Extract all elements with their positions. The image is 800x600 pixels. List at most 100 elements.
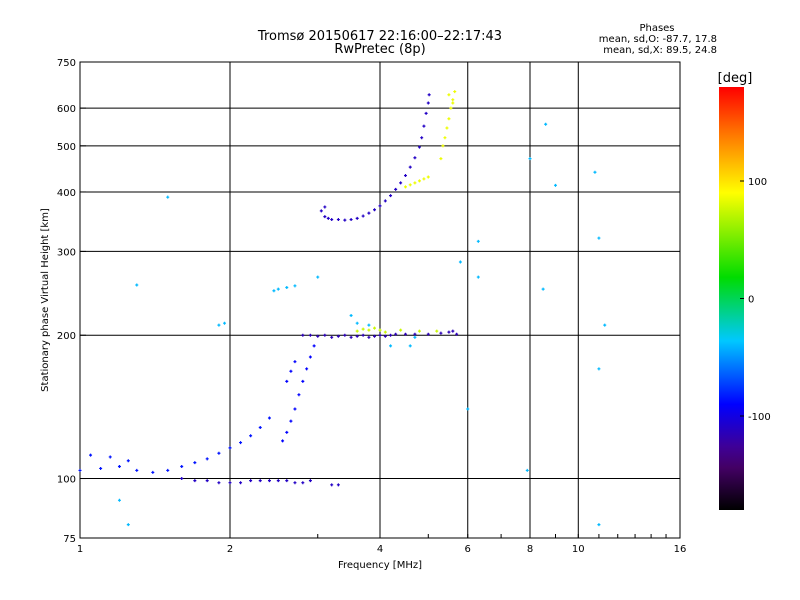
- data-point: [205, 457, 209, 461]
- series-e-layer-cusp: [281, 344, 316, 443]
- data-point: [308, 333, 312, 337]
- y-tick-label: 100: [57, 475, 76, 486]
- x-tick-label: 2: [227, 544, 233, 555]
- data-point: [424, 111, 428, 115]
- data-point: [89, 453, 93, 457]
- data-point: [413, 335, 417, 339]
- data-point: [451, 329, 455, 333]
- data-point: [239, 481, 243, 485]
- data-point: [447, 117, 451, 121]
- data-point: [439, 331, 443, 335]
- data-point: [541, 287, 545, 291]
- data-point: [289, 369, 293, 373]
- data-point: [126, 459, 130, 463]
- data-point: [308, 479, 312, 483]
- data-point: [285, 479, 289, 483]
- data-point: [389, 194, 393, 198]
- data-point: [378, 328, 382, 332]
- data-point: [308, 355, 312, 359]
- data-point: [361, 214, 365, 218]
- data-point: [413, 156, 417, 160]
- data-point: [193, 461, 197, 465]
- colorbar-tick-label: 0: [748, 295, 754, 306]
- phase-stats: Phases mean, sd,O: -87.7, 17.8 mean, sd,…: [599, 23, 717, 56]
- data-point: [466, 407, 470, 411]
- data-point: [293, 360, 297, 364]
- x-axis-label: Frequency [MHz]: [338, 560, 422, 571]
- data-point: [285, 379, 289, 383]
- data-point: [180, 464, 184, 468]
- data-point: [408, 165, 412, 169]
- data-point: [326, 216, 330, 220]
- y-tick-label: 600: [57, 104, 76, 115]
- data-point: [205, 479, 209, 483]
- data-point: [336, 218, 340, 222]
- colorbar-label: [deg]: [718, 71, 753, 86]
- data-point: [451, 101, 455, 105]
- data-point: [239, 441, 243, 445]
- y-tick-label: 400: [57, 188, 76, 199]
- data-point: [413, 332, 417, 336]
- x-tick-label: 1: [77, 544, 83, 555]
- data-point: [151, 470, 155, 474]
- series-es-trace-x-mode: [355, 326, 439, 334]
- data-point: [166, 195, 170, 199]
- data-point: [378, 204, 382, 208]
- data-point: [272, 289, 276, 293]
- data-point: [476, 239, 480, 243]
- data-point: [135, 468, 139, 472]
- data-point: [276, 287, 280, 291]
- data-point: [336, 483, 340, 487]
- data-point: [117, 464, 121, 468]
- data-point: [349, 335, 353, 339]
- data-point: [293, 481, 297, 485]
- series-f-layer-o-mode-trace: [319, 93, 431, 222]
- data-point: [451, 98, 455, 102]
- data-point: [330, 483, 334, 487]
- data-point: [330, 218, 334, 222]
- data-point: [135, 283, 139, 287]
- data-point: [343, 218, 347, 222]
- data-point: [445, 126, 449, 130]
- data-point: [301, 481, 305, 485]
- data-point: [285, 285, 289, 289]
- data-point: [297, 393, 301, 397]
- phase-stats-x-mode: mean, sd,X: 89.5, 24.8: [603, 45, 717, 56]
- data-point: [427, 93, 431, 97]
- data-point: [439, 157, 443, 161]
- data-point: [422, 124, 426, 128]
- x-tick-label: 8: [527, 544, 533, 555]
- data-point: [276, 479, 280, 483]
- data-point: [289, 419, 293, 423]
- data-point: [217, 323, 221, 327]
- data-point: [193, 479, 197, 483]
- data-point: [389, 333, 393, 337]
- data-point: [476, 275, 480, 279]
- data-point: [349, 218, 353, 222]
- data-point: [373, 334, 377, 338]
- data-point: [383, 334, 387, 338]
- data-point: [426, 101, 430, 105]
- data-point: [553, 183, 557, 187]
- series-sporadic-echoes: [117, 122, 607, 527]
- data-point: [399, 328, 403, 332]
- data-point: [305, 367, 309, 371]
- data-point: [399, 181, 403, 185]
- data-point: [217, 451, 221, 455]
- data-point: [367, 335, 371, 339]
- data-point: [323, 205, 327, 209]
- data-point: [389, 344, 393, 348]
- series-es-trace-o-mode: [301, 329, 459, 339]
- data-point: [373, 208, 377, 212]
- data-point: [383, 199, 387, 203]
- data-point: [455, 332, 459, 336]
- colorbar-ramp: [719, 87, 744, 510]
- data-point: [394, 187, 398, 191]
- data-point: [417, 179, 421, 183]
- data-point: [361, 333, 365, 337]
- phase-stats-o-mode: mean, sd,O: -87.7, 17.8: [599, 34, 717, 45]
- data-point: [435, 329, 439, 333]
- series-f-layer-x-mode-trace: [403, 90, 457, 189]
- data-point: [458, 260, 462, 264]
- data-point: [349, 314, 353, 318]
